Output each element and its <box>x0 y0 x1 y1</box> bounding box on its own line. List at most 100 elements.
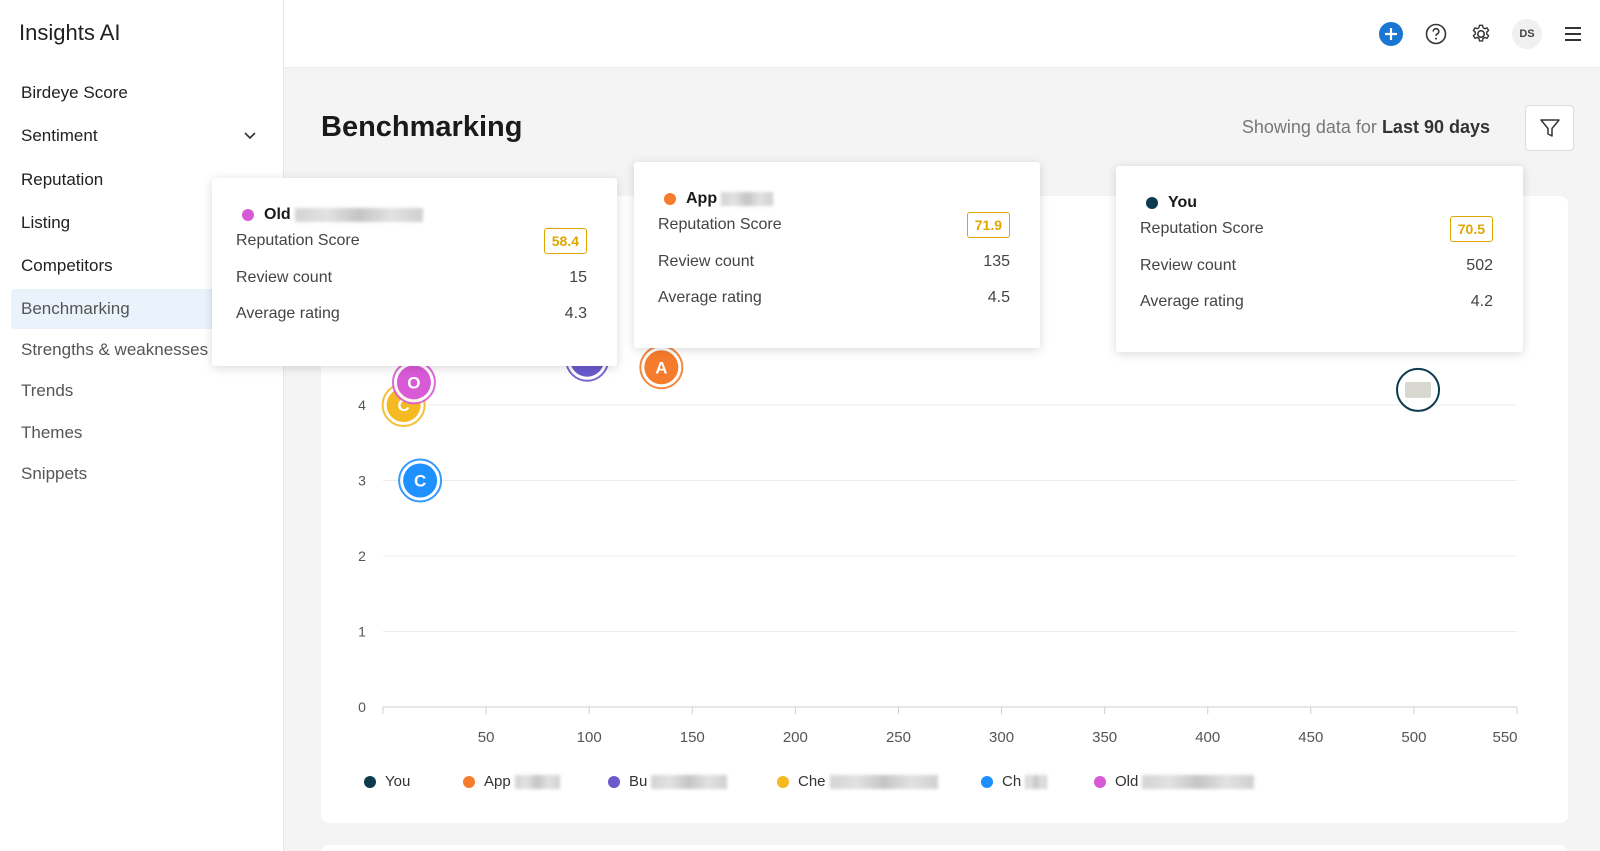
redacted-text <box>721 192 774 206</box>
redacted-text <box>514 774 560 789</box>
legend-dot <box>1094 775 1106 788</box>
score-label: Reputation Score <box>1140 220 1264 237</box>
redacted-text <box>1025 774 1048 789</box>
review-label: Review count <box>658 253 755 270</box>
filter-button[interactable] <box>1525 105 1574 151</box>
x-tick-label: 100 <box>577 729 602 746</box>
sidebar-item-trends[interactable]: Trends <box>21 381 74 400</box>
legend-label: Che <box>798 773 826 790</box>
help-icon[interactable] <box>1424 22 1448 46</box>
chevron-down-icon <box>244 132 256 140</box>
legend-dot <box>777 775 789 788</box>
point-marker <box>396 365 431 400</box>
sidebar-item-competitors[interactable]: Competitors <box>21 256 113 275</box>
x-tick-label: 400 <box>1195 729 1220 746</box>
rating-value: 4.2 <box>1470 293 1493 310</box>
legend-dot <box>608 775 620 788</box>
tooltip-you: You Reputation Score 70.5 Review count 502… <box>1116 166 1523 352</box>
redacted-text <box>1142 774 1255 789</box>
gear-icon[interactable] <box>1469 22 1493 46</box>
sidebar-item-themes[interactable]: Themes <box>21 423 83 442</box>
x-tick-label: 50 <box>478 729 495 746</box>
score-badge: 58.4 <box>543 228 587 254</box>
tooltip-old: Old Reputation Score 58.4 Review count 15 … <box>212 178 617 366</box>
sidebar-item-snippets[interactable]: Snippets <box>21 464 88 483</box>
tooltip-name: Old <box>264 206 291 223</box>
range-value: Last 90 days <box>1381 117 1490 137</box>
point-marker <box>644 350 679 385</box>
x-tick-label: 450 <box>1298 729 1323 746</box>
point-letter: C <box>414 472 426 491</box>
redacted-text <box>829 774 938 789</box>
sidebar-item-reputation[interactable]: Reputation <box>21 170 104 189</box>
data-point-you[interactable] <box>1396 367 1441 412</box>
review-value: 502 <box>1466 257 1493 274</box>
legend-item-app[interactable]: App <box>463 773 560 790</box>
rating-label: Average rating <box>1140 293 1244 310</box>
point-marker <box>403 463 438 498</box>
data-point-app[interactable]: A <box>639 345 684 390</box>
rating-value: 4.3 <box>564 305 587 322</box>
sidebar-item-strengths-weaknesses[interactable]: Strengths & weaknesses <box>21 340 209 359</box>
legend-label: Ch <box>1002 773 1022 790</box>
review-value: 135 <box>983 253 1010 270</box>
sidebar-item-label: Sentiment <box>21 126 98 145</box>
legend-dot <box>981 775 993 788</box>
legend-item-che[interactable]: Che <box>777 773 938 790</box>
y-tick-label: 2 <box>358 548 366 564</box>
date-range-label: Showing data for Last 90 days <box>1242 117 1490 138</box>
top-bar: DS <box>284 0 1600 68</box>
point-logo <box>1405 381 1432 398</box>
series-dot <box>1146 197 1158 209</box>
review-label: Review count <box>236 269 333 286</box>
y-tick-label: 4 <box>358 397 366 413</box>
data-point-ch[interactable]: C <box>398 458 443 503</box>
x-tick-label: 500 <box>1401 729 1426 746</box>
score-badge: 71.9 <box>966 212 1010 238</box>
series-dot <box>664 193 676 205</box>
y-tick-label: 3 <box>358 473 366 489</box>
legend-item-ch[interactable]: Ch <box>981 773 1048 790</box>
legend-item-old[interactable]: Old <box>1094 773 1255 790</box>
next-card <box>321 845 1568 851</box>
avatar[interactable]: DS <box>1512 19 1542 49</box>
y-tick-label: 1 <box>358 624 366 640</box>
tooltip-name: App <box>686 190 718 207</box>
page-title: Benchmarking <box>321 111 523 143</box>
legend-dot <box>364 775 376 788</box>
redacted-text <box>294 208 423 222</box>
app-title: Insights AI <box>19 20 121 45</box>
score-label: Reputation Score <box>236 232 360 249</box>
legend-item-bu[interactable]: Bu <box>608 773 728 790</box>
review-label: Review count <box>1140 257 1237 274</box>
legend-label: Bu <box>629 773 648 790</box>
menu-icon[interactable] <box>1561 22 1585 46</box>
sidebar-item-birdeye-score[interactable]: Birdeye Score <box>21 83 128 102</box>
score-label: Reputation Score <box>658 216 782 233</box>
x-tick-label: 300 <box>989 729 1014 746</box>
redacted-text <box>651 774 728 789</box>
x-tick-label: 200 <box>783 729 808 746</box>
legend-item-you[interactable]: You <box>364 773 410 790</box>
x-tick-label: 350 <box>1092 729 1117 746</box>
sidebar: Insights AI Birdeye Score Sentiment Repu… <box>0 0 284 851</box>
chart-legend: You App Bu Che Ch Old <box>364 773 1364 793</box>
x-tick-label: 550 <box>1492 729 1517 746</box>
rating-label: Average rating <box>236 305 340 322</box>
rating-value: 4.5 <box>987 289 1010 306</box>
point-letter: O <box>407 373 420 392</box>
legend-dot <box>463 775 475 788</box>
score-badge: 70.5 <box>1449 216 1493 242</box>
tooltip-app: App Reputation Score 71.9 Review count 135… <box>634 162 1040 348</box>
sidebar-item-listing[interactable]: Listing <box>21 213 71 232</box>
rating-label: Average rating <box>658 289 762 306</box>
add-icon[interactable] <box>1379 22 1403 46</box>
filter-icon <box>1539 119 1560 137</box>
legend-label: App <box>484 773 511 790</box>
x-tick-label: 250 <box>886 729 911 746</box>
x-tick-label: 150 <box>680 729 705 746</box>
data-point-old[interactable]: O <box>391 360 436 405</box>
sidebar-item-sentiment[interactable]: Sentiment <box>11 116 273 156</box>
series-dot <box>242 209 254 221</box>
